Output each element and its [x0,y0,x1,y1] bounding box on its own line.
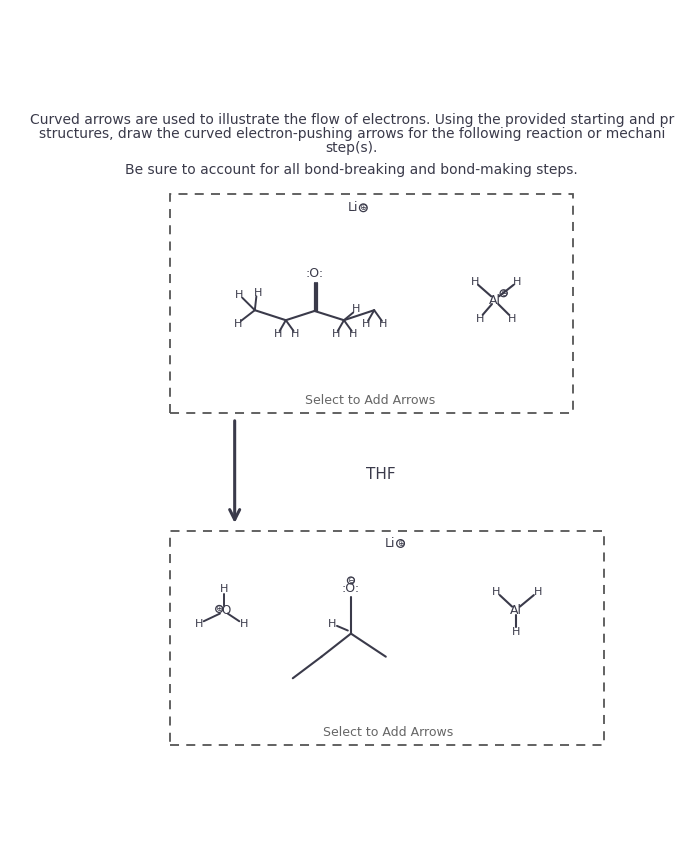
Text: step(s).: step(s). [326,140,378,155]
Text: H: H [362,319,370,329]
Text: H: H [513,277,521,287]
Text: ⊖: ⊖ [500,288,508,298]
Text: H: H [534,587,542,597]
Text: H: H [220,584,228,594]
Text: :O:: :O: [306,266,324,280]
Bar [170,531,604,745]
Text: H: H [328,619,337,629]
Text: Be sure to account for all bond-breaking and bond-making steps.: Be sure to account for all bond-breaking… [125,163,578,177]
Text: Al: Al [489,294,501,307]
Text: H: H [274,329,282,339]
Text: Select to Add Arrows: Select to Add Arrows [305,393,436,407]
Text: H: H [349,329,357,339]
Text: H: H [352,305,361,315]
Text: H: H [508,314,517,324]
Text: O: O [221,604,231,617]
Text: H: H [240,619,248,629]
Text: Li: Li [385,537,395,550]
Text: H: H [291,329,300,339]
Text: Li: Li [348,201,358,214]
Text: THF: THF [365,467,395,481]
Text: H: H [332,329,340,339]
Text: H: H [254,288,262,299]
Text: ⊕: ⊕ [359,203,367,212]
Text: ⊕: ⊕ [397,539,404,548]
Text: H: H [492,587,500,597]
Text: Curved arrows are used to illustrate the flow of electrons. Using the provided s: Curved arrows are used to illustrate the… [30,113,674,127]
Text: H: H [512,627,520,637]
Text: :O:: :O: [342,582,360,596]
Text: Select to Add Arrows: Select to Add Arrows [323,727,453,739]
Text: H: H [195,619,203,629]
Text: ⊕: ⊕ [216,604,223,613]
Text: H: H [475,314,484,324]
Text: H: H [234,319,242,329]
Text: H: H [235,290,243,299]
Text: H: H [471,277,479,287]
Text: structures, draw the curved electron-pushing arrows for the following reaction o: structures, draw the curved electron-pus… [38,127,665,141]
Bar [170,194,572,414]
Text: ⊖: ⊖ [347,576,354,585]
Text: Al: Al [510,604,522,617]
Text: H: H [379,319,387,329]
